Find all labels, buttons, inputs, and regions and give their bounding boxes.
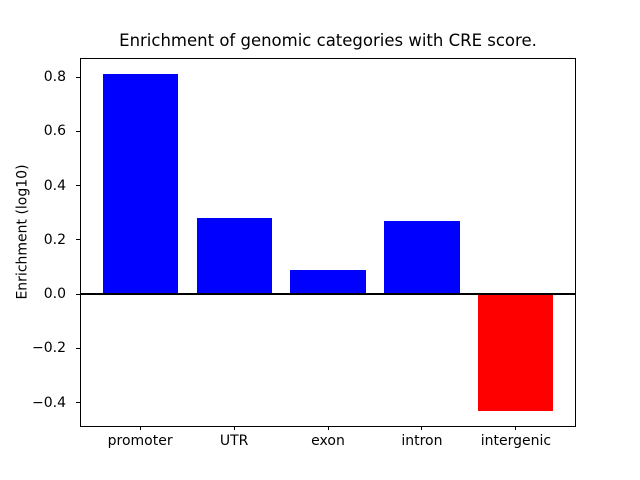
bar-promoter [102,74,178,295]
bar-intergenic [478,294,554,411]
y-tick-mark [76,402,80,404]
y-tick-label: 0.4 [43,177,66,194]
x-tick-mark [139,426,141,430]
y-tick-mark [76,239,80,241]
x-tick-mark [421,426,423,430]
chart-title: Enrichment of genomic categories with CR… [119,31,537,50]
x-tick-label-exon: exon [311,433,345,449]
x-tick-label-UTR: UTR [219,433,249,449]
y-tick-mark [76,347,80,349]
y-tick-label: 0.6 [43,123,66,140]
bar-intron [384,220,460,295]
y-tick-mark [76,293,80,295]
x-tick-label-intergenic: intergenic [480,433,552,449]
x-tick-mark [233,426,235,430]
y-tick-label: 0.8 [43,69,66,85]
zero-line [80,293,576,296]
x-tick-mark [515,426,517,430]
bar-exon [290,269,366,294]
x-tick-label-intron: intron [401,433,443,449]
bar-UTR [196,218,272,295]
x-tick-label-promoter: promoter [107,433,173,449]
y-tick-mark [76,185,80,186]
y-tick-label: 0.0 [43,286,66,303]
y-tick-mark [76,76,80,78]
y-tick-mark [76,130,80,132]
y-tick-label: 0.2 [43,231,66,248]
x-tick-mark [327,426,329,430]
y-tick-label: −0.4 [32,394,66,411]
y-tick-label: −0.2 [32,340,66,357]
